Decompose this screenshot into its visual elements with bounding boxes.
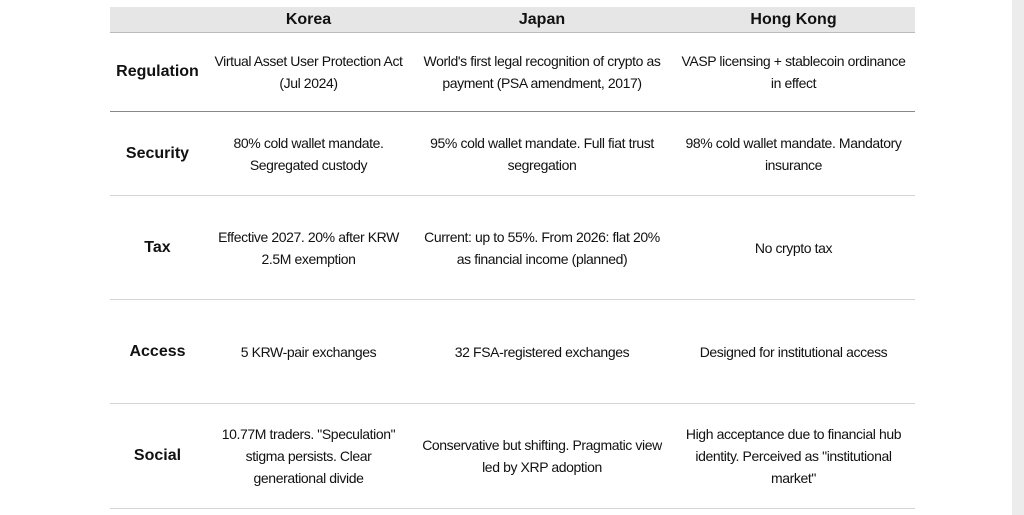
header-row: Korea Japan Hong Kong: [110, 7, 915, 33]
table-cell: Virtual Asset User Protection Act (Jul 2…: [205, 32, 412, 112]
table-row: Social 10.77M traders. "Speculation" stig…: [110, 403, 915, 509]
table-cell: 95% cold wallet mandate. Full fiat trust…: [412, 111, 672, 196]
table-cell: 5 KRW-pair exchanges: [205, 299, 412, 404]
table-row: Tax Effective 2027. 20% after KRW 2.5M ex…: [110, 195, 915, 300]
table-cell: 32 FSA-registered exchanges: [412, 299, 672, 404]
row-label: Social: [110, 403, 205, 509]
table-cell: No crypto tax: [672, 195, 915, 300]
table-row: Access 5 KRW-pair exchanges 32 FSA-registe…: [110, 299, 915, 404]
column-header: Japan: [412, 7, 672, 33]
comparison-table: Korea Japan Hong Kong Regulation Virtual As…: [110, 7, 915, 509]
table-cell: 10.77M traders. "Speculation" stigma per…: [205, 403, 412, 509]
table-body: Regulation Virtual Asset User Protection …: [110, 32, 915, 509]
table-cell: High acceptance due to financial hub ide…: [672, 403, 915, 509]
table-cell: Conservative but shifting. Pragmatic vie…: [412, 403, 672, 509]
table-cell: VASP licensing + stablecoin ordinance in…: [672, 32, 915, 112]
column-header: Hong Kong: [672, 7, 915, 33]
row-label: Access: [110, 299, 205, 404]
column-header: Korea: [205, 7, 412, 33]
row-label: Regulation: [110, 32, 205, 112]
row-label: Security: [110, 111, 205, 196]
window-edge: [1012, 0, 1024, 515]
table-row: Regulation Virtual Asset User Protection …: [110, 32, 915, 112]
table-cell: 80% cold wallet mandate. Segregated cust…: [205, 111, 412, 196]
table-cell: Designed for institutional access: [672, 299, 915, 404]
table-cell: Effective 2027. 20% after KRW 2.5M exemp…: [205, 195, 412, 300]
table-row: Security 80% cold wallet mandate. Segrega…: [110, 111, 915, 196]
row-label: Tax: [110, 195, 205, 300]
table-cell: World's first legal recognition of crypt…: [412, 32, 672, 112]
table-cell: 98% cold wallet mandate. Mandatory insur…: [672, 111, 915, 196]
corner-cell: [110, 7, 205, 33]
table-cell: Current: up to 55%. From 2026: flat 20% …: [412, 195, 672, 300]
